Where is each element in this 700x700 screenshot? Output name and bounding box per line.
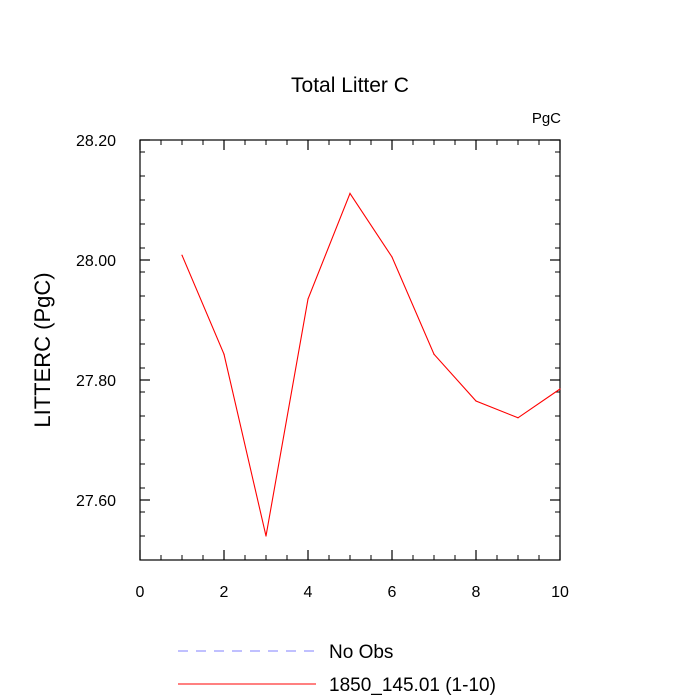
x-tick-label: 4 [304,584,313,601]
data-point [433,353,435,355]
chart-title: Total Litter C [291,74,409,97]
legend-label: 1850_145.01 (1-10) [329,675,496,696]
x-tick-label: 2 [220,584,229,601]
data-point [475,400,477,402]
axis-tick-labels: 0 2 4 6 8 10 27.60 27.80 28.00 28.20 [76,133,569,601]
y-tick-label: 28.00 [76,253,116,270]
axis-ticks [139,139,561,561]
x-tick-label: 8 [472,584,481,601]
data-point [391,256,393,258]
x-tick-label: 10 [551,584,569,601]
y-tick-label: 27.80 [76,373,116,390]
data-point [223,353,225,355]
data-point [265,535,267,537]
legend: No Obs 1850_145.01 (1-10) [178,642,496,696]
legend-label: No Obs [329,642,393,663]
y-axis-label: LITTERC (PgC) [30,272,55,427]
x-tick-label: 6 [388,584,397,601]
units-label: PgC [532,110,561,127]
y-tick-label: 27.60 [76,493,116,510]
series-group [181,192,561,537]
y-tick-label: 28.20 [76,133,116,150]
data-point [517,417,519,419]
series-line-0 [181,192,561,537]
data-point [349,192,351,194]
data-point [181,254,183,256]
plot-frame [139,139,561,561]
x-tick-label: 0 [136,584,145,601]
data-point [559,388,561,390]
data-point [307,298,309,300]
